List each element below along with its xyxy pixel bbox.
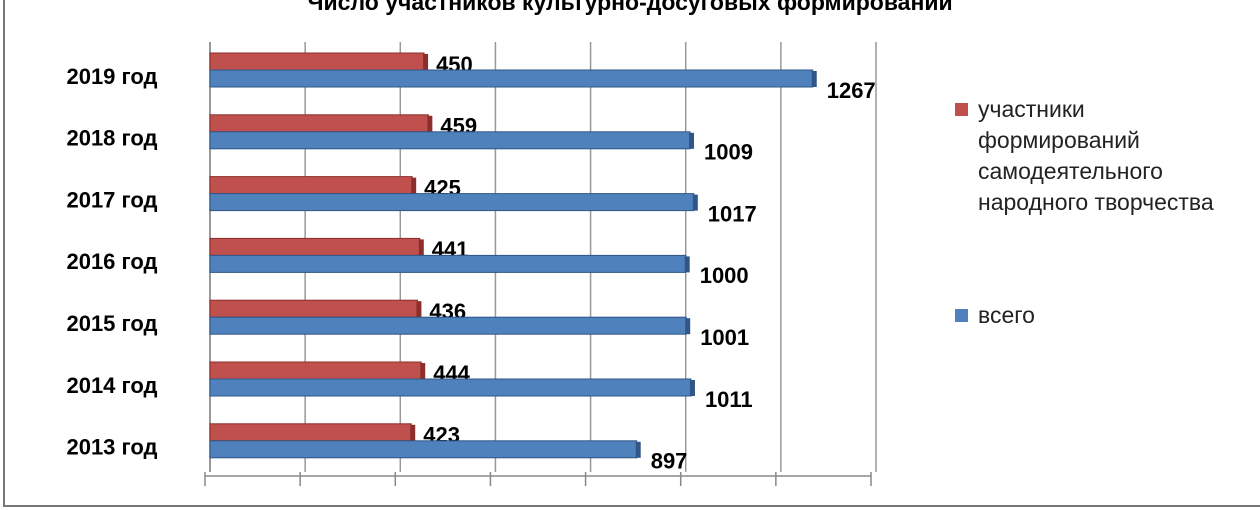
bar-side [418, 239, 424, 256]
legend-swatch [955, 309, 968, 322]
legend-label: всего [978, 302, 1035, 328]
bar [209, 423, 412, 442]
data-label: 1267 [827, 78, 876, 103]
y-tick-label: 2015 год [66, 311, 157, 336]
bar [209, 440, 638, 459]
bar-side [692, 194, 698, 211]
data-label: 1001 [700, 325, 749, 350]
bar [209, 299, 418, 318]
bar [209, 69, 814, 88]
bar-side [635, 441, 641, 458]
bar-side [688, 132, 694, 149]
y-tick-label: 2017 год [66, 187, 157, 212]
y-tick-label: 2018 год [66, 126, 157, 151]
y-tick-label: 2014 год [66, 373, 157, 398]
bar [209, 361, 422, 380]
bar [209, 52, 425, 71]
y-tick-label: 2019 год [66, 64, 157, 89]
bar [209, 378, 692, 397]
y-tick-label: 2016 год [66, 249, 157, 274]
bar [209, 254, 687, 273]
bar-side [684, 256, 690, 273]
bar-side [410, 424, 416, 441]
data-label: 1000 [700, 263, 749, 288]
data-label: 1011 [705, 387, 753, 412]
bar [209, 237, 421, 256]
legend-item: всего [955, 300, 1225, 331]
bar [209, 193, 695, 212]
bar-side [811, 71, 817, 87]
bar [209, 114, 429, 133]
bar-side [416, 301, 422, 318]
legend-item: участники формирований самодеятельного н… [955, 94, 1225, 218]
bar-side [420, 363, 426, 379]
bar [209, 176, 413, 195]
chart-title: Число участников культурно-досуговых фор… [307, 0, 952, 15]
bar-side [689, 380, 695, 396]
bar-side [423, 54, 429, 70]
bar-side [427, 115, 433, 132]
legend-swatch [955, 103, 968, 116]
bar-side [685, 318, 691, 335]
frame [3, 0, 1260, 507]
bar-side [411, 177, 417, 194]
data-label: 1017 [708, 201, 757, 226]
bar [209, 316, 687, 335]
legend-label: участники формирований самодеятельного н… [978, 96, 1214, 215]
bar [209, 131, 691, 150]
data-label: 1009 [704, 140, 753, 165]
data-label: 897 [651, 449, 688, 474]
y-tick-label: 2013 год [66, 435, 157, 460]
